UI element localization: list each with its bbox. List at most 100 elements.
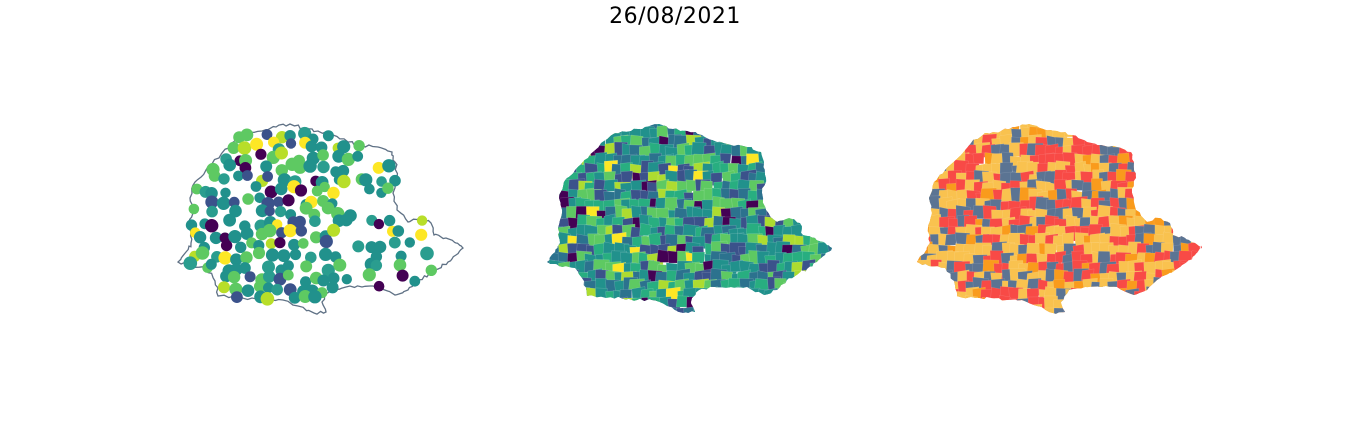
municipality-cell — [820, 269, 832, 282]
municipality-cell — [547, 226, 556, 243]
municipality-cell — [819, 181, 832, 194]
points-layer — [183, 126, 437, 306]
municipality-cell — [1188, 161, 1202, 177]
municipality-cell — [1173, 128, 1189, 144]
municipality-cell — [1116, 296, 1129, 312]
map-point — [285, 138, 297, 149]
municipality-cell — [694, 124, 711, 131]
municipality-cell — [1070, 287, 1088, 302]
municipality-cell — [792, 172, 807, 187]
municipality-cell — [1090, 296, 1107, 311]
municipality-cell — [776, 135, 791, 150]
map-point — [288, 238, 300, 251]
municipality-cell — [1207, 233, 1219, 246]
municipality-cell — [1180, 135, 1197, 149]
map-point — [317, 160, 330, 174]
municipality-cell — [1064, 125, 1076, 138]
municipality-cell — [1107, 298, 1121, 313]
municipality-cell — [595, 287, 608, 302]
municipality-cell — [584, 295, 599, 312]
municipality-cell — [811, 124, 825, 140]
map-point — [255, 148, 267, 160]
municipality-cell — [667, 317, 680, 334]
municipality-cell — [917, 133, 923, 151]
municipality-cell — [917, 295, 925, 309]
municipality-cell — [1125, 288, 1140, 302]
municipality-cell — [1206, 181, 1219, 193]
municipality-cell — [637, 317, 654, 332]
municipality-cell — [594, 124, 610, 139]
municipality-cell — [917, 189, 928, 204]
municipality-cell — [965, 305, 983, 314]
map-point — [337, 174, 351, 189]
points-map — [176, 123, 464, 315]
municipality-cell — [1182, 299, 1200, 313]
municipality-cell — [755, 295, 770, 311]
municipality-cell — [757, 307, 771, 313]
municipality-cell — [809, 271, 824, 285]
municipality-cell — [811, 145, 828, 162]
municipality-cell — [781, 289, 799, 304]
map-point — [298, 290, 312, 303]
map-point — [294, 184, 308, 197]
municipality-cell — [557, 270, 572, 288]
municipality-cell — [596, 315, 611, 327]
municipality-cell — [1083, 300, 1099, 314]
municipality-cell — [710, 125, 724, 139]
municipality-cell — [764, 188, 781, 203]
municipality-cell — [999, 294, 1012, 308]
map-point — [216, 196, 231, 210]
municipality-cell — [790, 317, 807, 332]
municipality-cell — [551, 127, 568, 141]
municipality-cell — [1170, 153, 1188, 170]
map-point — [364, 183, 375, 195]
municipality-cell — [1079, 124, 1093, 131]
municipality-cell — [1134, 124, 1148, 134]
municipality-cell — [583, 316, 596, 332]
municipality-cell — [1161, 177, 1174, 194]
map-point — [282, 269, 294, 281]
municipality-cell — [918, 169, 934, 184]
municipality-cell — [1189, 197, 1202, 210]
municipality-cell — [794, 305, 810, 313]
municipality-cell — [1210, 279, 1226, 294]
municipality-cell — [935, 295, 953, 311]
municipality-cell — [551, 305, 567, 313]
municipality-cell — [972, 313, 987, 314]
map-point — [253, 280, 266, 293]
municipality-cell — [1190, 223, 1202, 237]
municipality-cell — [660, 316, 672, 332]
municipality-cell — [821, 144, 832, 158]
municipality-cell — [1209, 116, 1225, 129]
municipality-cell — [1153, 297, 1168, 311]
municipality-cell — [989, 305, 1006, 314]
municipality-cell — [1206, 226, 1220, 242]
municipality-cell — [809, 196, 822, 211]
municipality-cell — [722, 124, 738, 140]
municipality-cell — [1135, 318, 1149, 329]
municipality-cell — [800, 291, 813, 307]
municipality-cell — [781, 127, 797, 142]
municipality-cell — [1207, 209, 1224, 222]
municipality-cell — [722, 315, 737, 329]
map-point — [305, 140, 318, 153]
municipality-cell — [1206, 218, 1221, 234]
municipality-cell — [1188, 152, 1202, 169]
municipality-cell — [790, 181, 804, 193]
map-point — [337, 164, 350, 177]
municipality-cell — [927, 145, 943, 160]
municipality-cell — [946, 294, 961, 312]
municipality-cell — [801, 152, 817, 166]
municipality-cell — [1116, 127, 1130, 142]
map-point — [240, 128, 254, 142]
municipality-cell — [559, 126, 577, 139]
municipality-cell — [1026, 303, 1043, 314]
municipality-cell — [1197, 160, 1202, 174]
municipality-cell — [703, 307, 717, 313]
municipality-cell — [632, 315, 644, 332]
municipality-cell — [666, 124, 680, 129]
municipality-cell — [548, 199, 561, 214]
municipality-cell — [927, 124, 940, 132]
municipality-cell — [628, 309, 646, 313]
municipality-cell — [820, 160, 832, 177]
